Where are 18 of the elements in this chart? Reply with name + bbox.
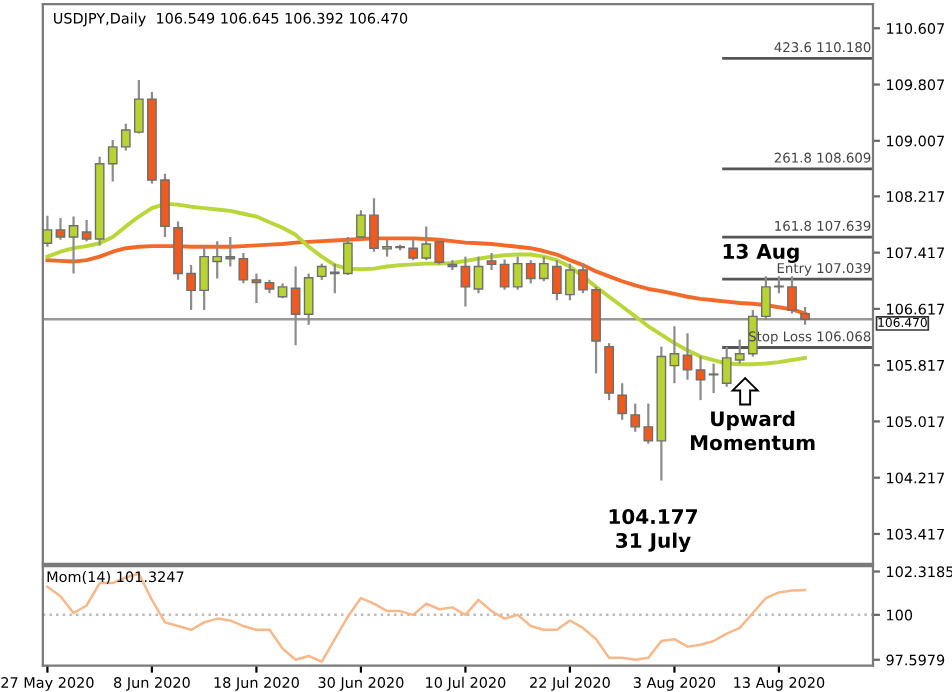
candlestick (290, 265, 301, 347)
candlestick (486, 252, 497, 272)
candlestick (81, 218, 92, 243)
annotation: Upward Momentum (690, 410, 815, 451)
candlestick (682, 332, 693, 381)
annotation: 104.177 31 July (609, 509, 697, 553)
annotation: 13 Aug (723, 243, 799, 263)
candlestick (695, 355, 706, 402)
candlestick (499, 258, 510, 291)
candlestick (251, 272, 262, 305)
candlestick (617, 382, 628, 421)
line-series (46, 572, 807, 663)
candlestick (68, 215, 79, 275)
candlestick (604, 342, 614, 402)
candlestick (473, 255, 484, 295)
candlestick (55, 216, 66, 241)
candlestick (303, 272, 314, 326)
candlestick (460, 255, 471, 308)
